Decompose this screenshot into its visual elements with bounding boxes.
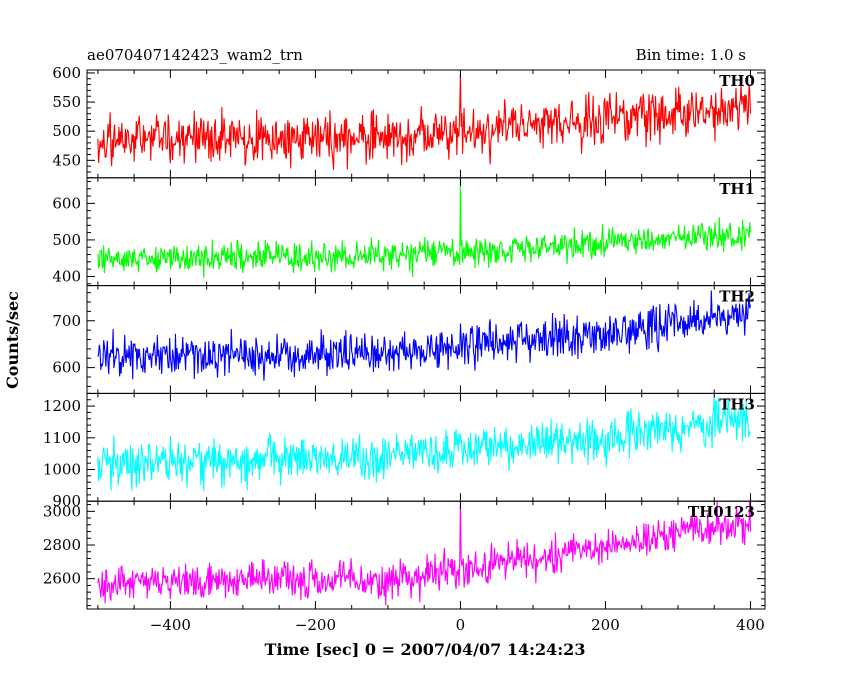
panel-th0: 450 500 550 600 TH0 xyxy=(52,64,766,179)
y-tick-label: 3000 xyxy=(43,502,81,520)
x-tick-label: 400 xyxy=(736,616,765,634)
x-tick-label: 200 xyxy=(591,616,620,634)
x-axis-title: Time [sec] 0 = 2007/04/07 14:24:23 xyxy=(265,640,586,659)
series-th3 xyxy=(97,396,751,492)
y-tick-label: 900 xyxy=(52,492,81,510)
y-axis-title: Counts/sec xyxy=(3,291,22,389)
panel-label: TH3 xyxy=(719,395,755,413)
panel-th2: 600 700 TH2 xyxy=(52,285,766,394)
y-tick-label: 700 xyxy=(52,312,81,330)
series-th2 xyxy=(97,290,752,381)
panel-th1: 400 500 600 TH1 xyxy=(52,177,766,287)
y-tick-label: 600 xyxy=(52,64,81,82)
y-tick-label: 500 xyxy=(52,122,81,140)
panels-group: 450 500 550 600 TH0 400 500 600 TH1 600 700 TH2 900 1… xyxy=(43,64,766,610)
y-tick-label: 450 xyxy=(52,151,81,169)
x-tick-label: −200 xyxy=(295,616,336,634)
panel-frame xyxy=(86,285,766,394)
x-axis: −400 −200 0 200 400 xyxy=(150,616,765,634)
panel-label: TH1 xyxy=(719,180,755,198)
series-th1 xyxy=(97,177,752,278)
x-tick-label: −400 xyxy=(150,616,191,634)
y-tick-label: 400 xyxy=(52,267,81,285)
x-tick-label: 0 xyxy=(456,616,466,634)
panel-frame xyxy=(86,500,766,610)
panel-label: TH0123 xyxy=(688,503,755,521)
y-tick-label: 2600 xyxy=(43,570,81,588)
y-tick-label: 600 xyxy=(52,194,81,212)
y-tick-label: 550 xyxy=(52,93,81,111)
y-tick-label: 1100 xyxy=(43,429,81,447)
series-th0123 xyxy=(97,501,752,606)
panel-label: TH0 xyxy=(719,72,755,90)
panel-th0123: 2600 2800 3000 TH0123 xyxy=(43,500,766,610)
y-tick-label: 600 xyxy=(52,359,81,377)
panel-th3: 900 1000 1100 1200 TH3 xyxy=(43,392,766,510)
y-tick-label: 1200 xyxy=(43,397,81,415)
series-th0 xyxy=(97,72,752,170)
chart-title: ae070407142423_wam2_trn xyxy=(87,46,303,64)
y-tick-label: 2800 xyxy=(43,536,81,554)
y-tick-label: 500 xyxy=(52,231,81,249)
bin-time-label: Bin time: 1.0 s xyxy=(636,46,746,64)
y-tick-label: 1000 xyxy=(43,460,81,478)
panel-label: TH2 xyxy=(719,288,755,306)
